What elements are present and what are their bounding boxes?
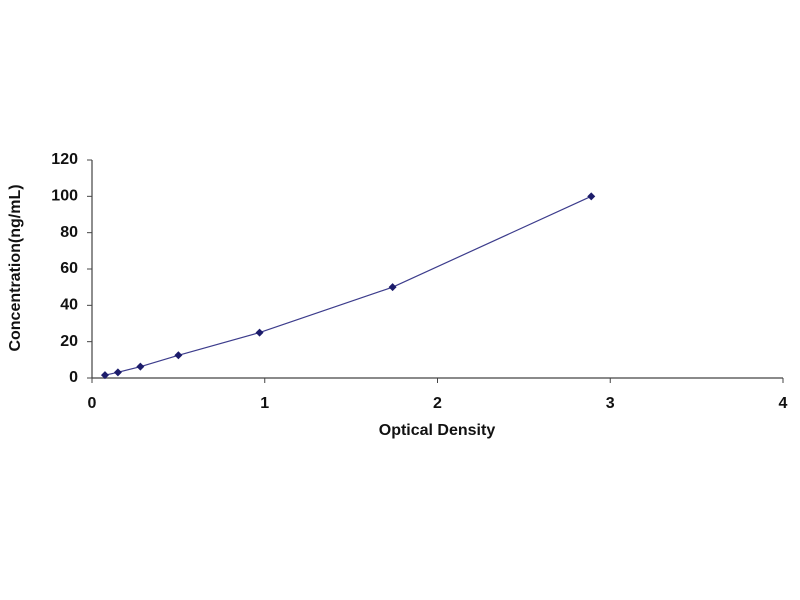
x-axis-label: Optical Density	[379, 422, 496, 439]
x-tick-label: 0	[88, 395, 97, 412]
data-point	[587, 192, 596, 201]
y-tick-label: 40	[60, 297, 78, 314]
y-tick-label: 60	[60, 260, 78, 277]
data-point	[136, 362, 145, 371]
x-tick-label: 2	[433, 395, 442, 412]
data-point	[100, 371, 109, 380]
data-point	[388, 283, 397, 292]
x-tick-label: 4	[779, 395, 788, 412]
y-tick-label: 0	[69, 369, 78, 386]
data-point	[174, 351, 183, 360]
data-point	[113, 368, 122, 377]
y-tick-label: 120	[51, 151, 78, 168]
y-tick-label: 80	[60, 224, 78, 241]
x-tick-label: 3	[606, 395, 615, 412]
x-tick-label: 1	[260, 395, 269, 412]
data-point	[255, 328, 264, 337]
y-axis-label: Concentration(ng/mL)	[7, 184, 24, 351]
y-tick-label: 20	[60, 333, 78, 350]
y-tick-label: 100	[51, 188, 78, 205]
